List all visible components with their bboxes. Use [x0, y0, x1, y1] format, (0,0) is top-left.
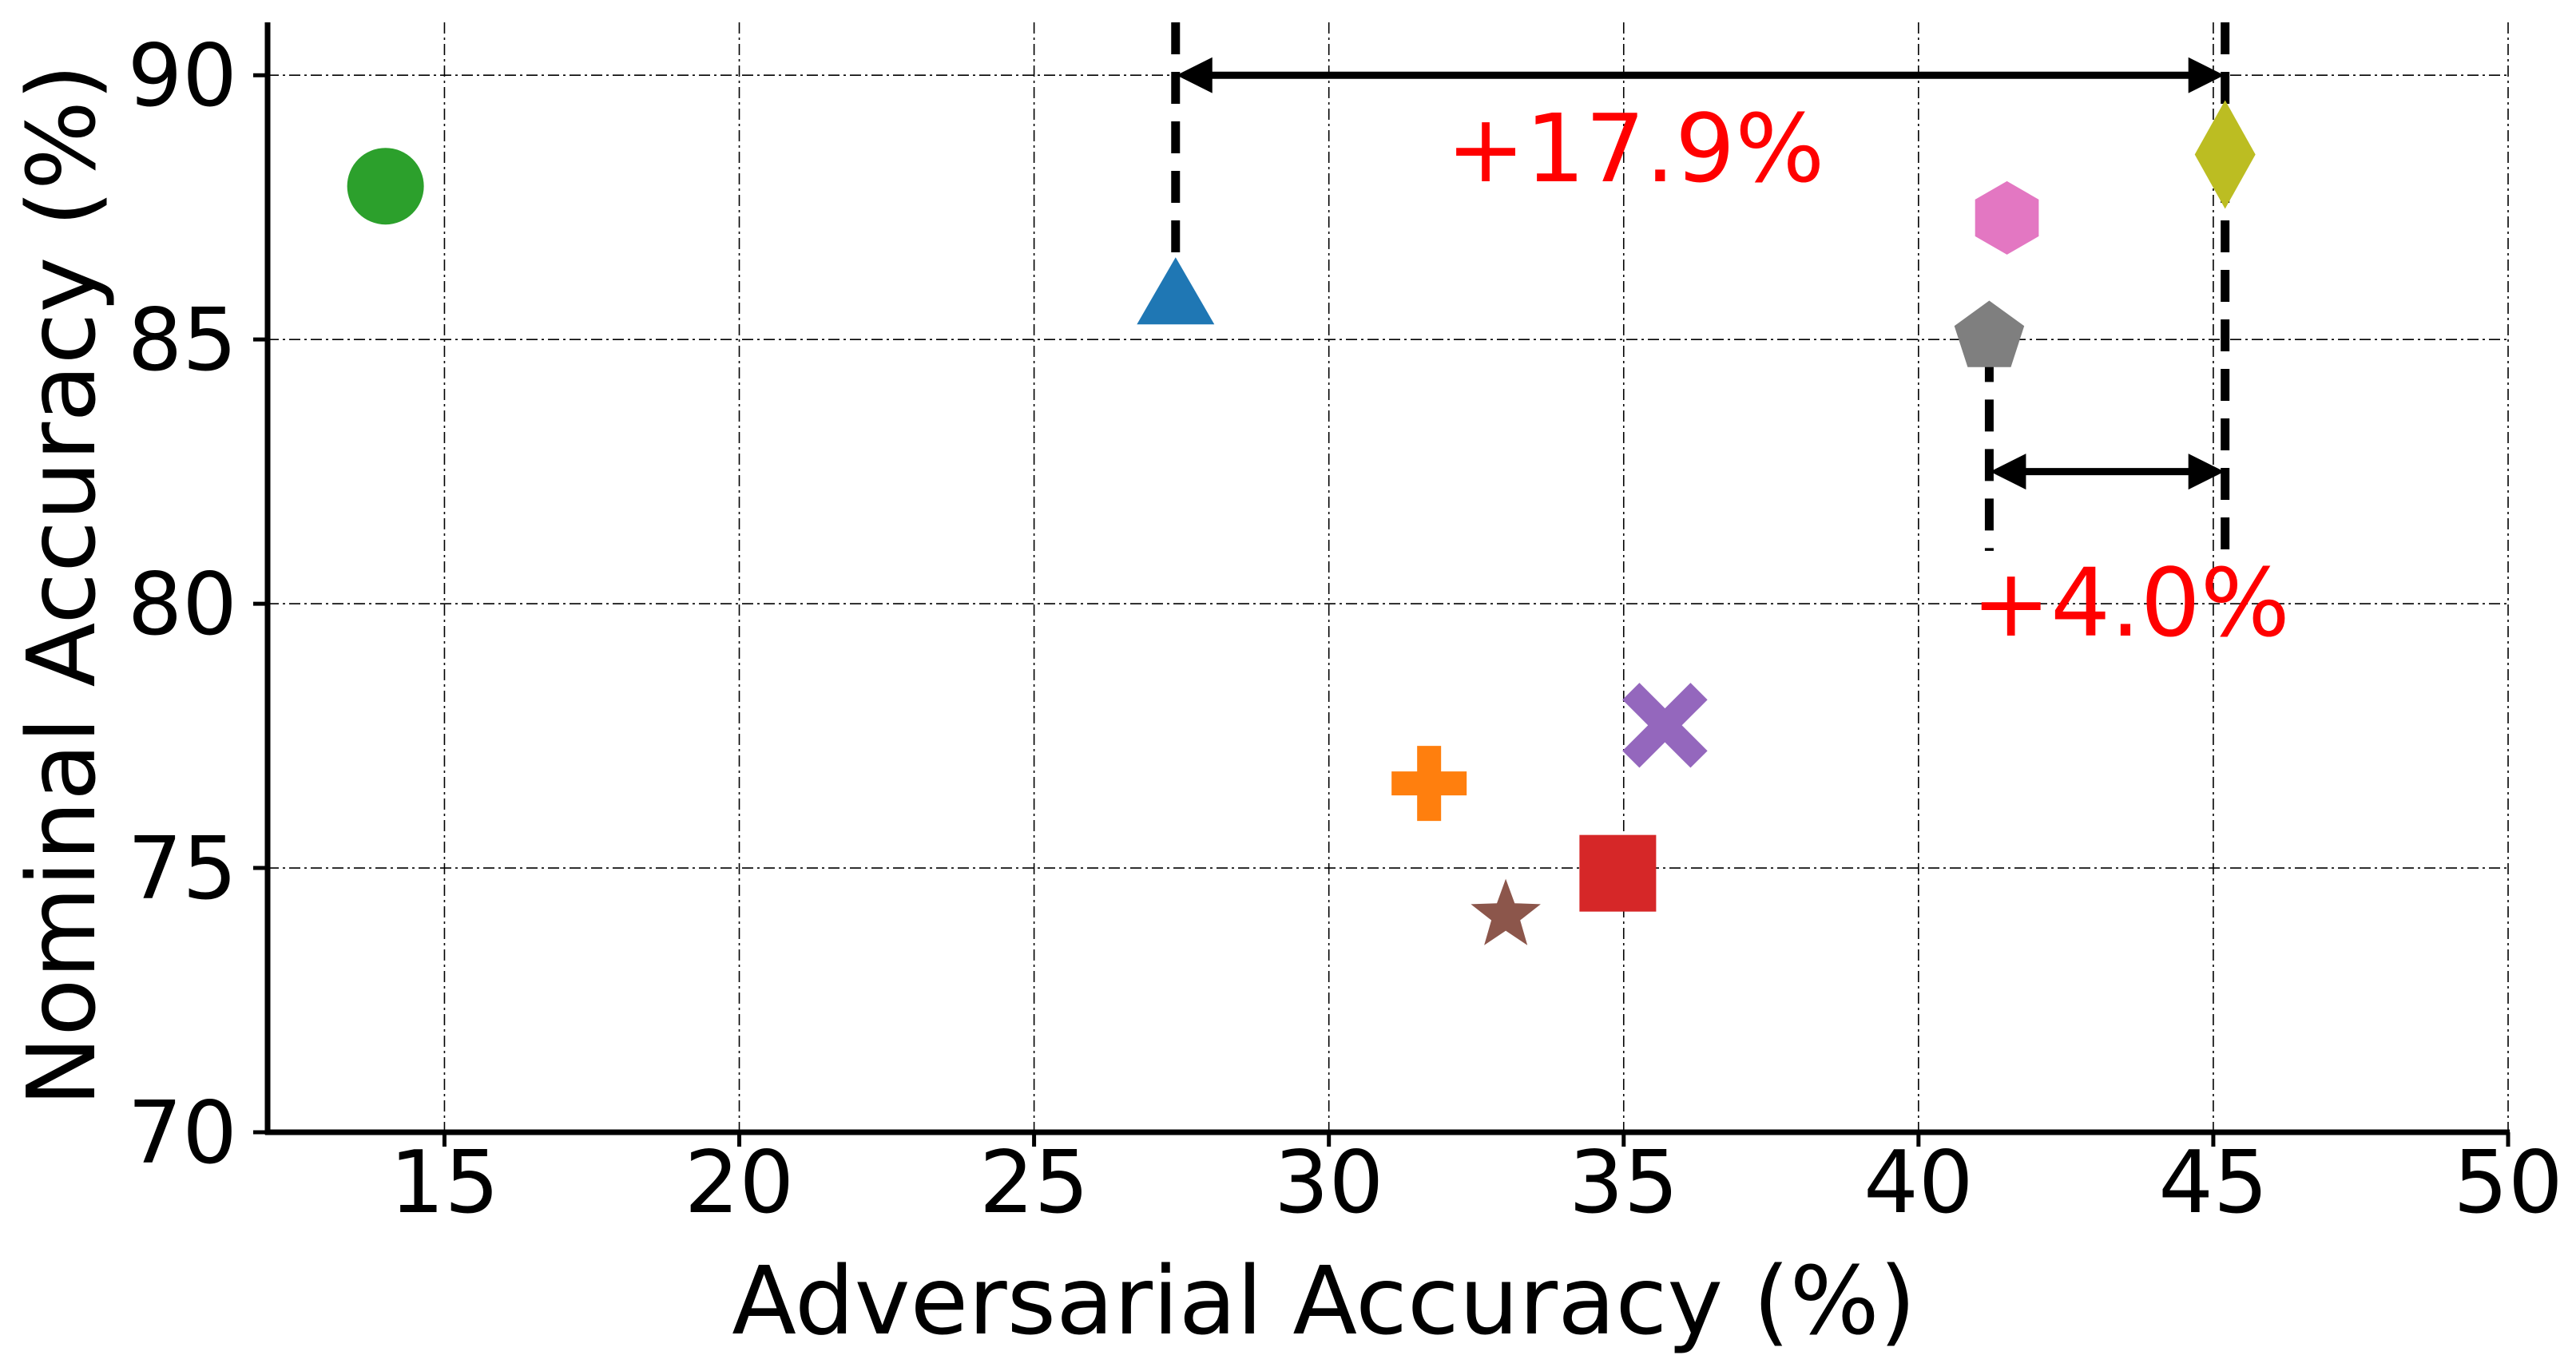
y-axis-label: Nominal Accuracy (%): [6, 64, 117, 1107]
difference-label: +17.9%: [1447, 93, 1825, 204]
x-axis-label: Adversarial Accuracy (%): [732, 1246, 1916, 1356]
x-tick-label: 20: [685, 1133, 794, 1233]
x-tick-label: 25: [979, 1133, 1089, 1233]
x-tick-label: 40: [1864, 1133, 1973, 1233]
y-tick-label: 85: [128, 291, 237, 390]
circle-point: [347, 148, 424, 225]
pentagon-point: [1954, 300, 2025, 367]
hexagon-point: [1975, 180, 2039, 255]
x-tick-label: 15: [390, 1133, 499, 1233]
square-point: [1579, 834, 1657, 912]
diamond-point: [2194, 100, 2256, 209]
plus-point: [1391, 746, 1467, 822]
y-tick-label: 80: [128, 555, 237, 655]
x-tick-label: 30: [1274, 1133, 1383, 1233]
star-point: [1471, 878, 1541, 945]
x-tick-label: 50: [2453, 1133, 2562, 1233]
y-tick-label: 70: [128, 1084, 237, 1183]
difference-label: +4.0%: [1971, 548, 2290, 658]
y-tick-label: 90: [128, 26, 237, 126]
x-tick-label: 45: [2158, 1133, 2268, 1233]
x-tick-label: 35: [1569, 1133, 1678, 1233]
triangle-point: [1137, 257, 1215, 325]
x-point: [1622, 683, 1708, 768]
y-tick-label: 75: [128, 819, 237, 919]
